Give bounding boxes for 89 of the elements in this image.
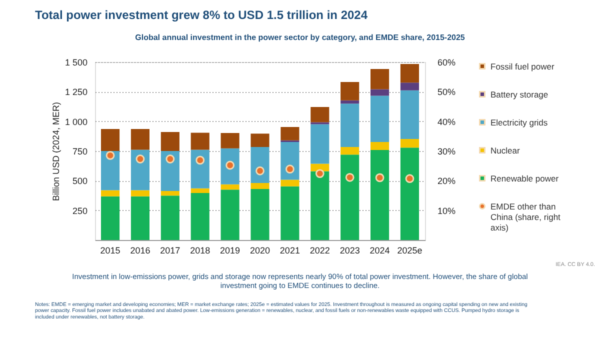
bar [370, 142, 390, 150]
bar [100, 190, 120, 196]
bar [370, 89, 390, 96]
point [256, 166, 264, 176]
bar [370, 96, 390, 142]
bar [190, 188, 210, 194]
y2-tick-label: 20% [438, 176, 456, 186]
bar [130, 190, 150, 196]
bar [340, 104, 360, 147]
x-tick-label: 2023 [340, 246, 360, 256]
x-tick-label: 2015 [100, 246, 120, 256]
bar [190, 150, 210, 188]
legend-label: EMDE other than China (share, right axis) [490, 201, 562, 232]
bar [400, 82, 420, 90]
bar [400, 139, 420, 148]
bar [250, 188, 270, 240]
x-tick-label: 2016 [130, 246, 150, 256]
chart-title: Total power investment grew 8% to USD 1.5 trillion in 2024 [35, 8, 368, 22]
bar [250, 146, 270, 184]
bar [250, 134, 270, 147]
point [196, 156, 205, 165]
bar [310, 106, 330, 122]
bar [190, 193, 210, 240]
x-tick-label: 2019 [220, 246, 240, 256]
bar [280, 186, 300, 240]
y-tick-label: 500 [72, 176, 88, 186]
y2-tick-label: 40% [438, 116, 456, 127]
y2-tick-label: 60% [438, 58, 456, 68]
x-tick-label: 2018 [190, 246, 210, 256]
legend-label: Renewable power [490, 173, 559, 184]
point [285, 164, 294, 174]
bar [340, 82, 360, 100]
bar [400, 64, 420, 83]
chart-subtitle: Global annual investment in the power sector by category, and EMDE share, 2015-2025 [135, 33, 466, 42]
point [345, 172, 354, 182]
bar [310, 124, 330, 164]
point [315, 169, 324, 178]
bar [190, 132, 210, 150]
bar [280, 127, 300, 140]
bar [160, 196, 180, 240]
legend-label: Nuclear [490, 145, 520, 156]
point [166, 154, 175, 164]
bar [100, 151, 120, 190]
bar [280, 180, 300, 186]
bar [400, 90, 420, 140]
bar [160, 151, 180, 191]
bar [130, 150, 150, 190]
bar [220, 190, 240, 240]
point [136, 154, 145, 164]
bar [310, 171, 330, 240]
x-tick-label: 2021 [280, 246, 300, 256]
bar [310, 164, 330, 172]
bar [340, 100, 360, 104]
bar [160, 132, 180, 151]
legend-label: Fossil fuel power [490, 61, 554, 72]
bar [340, 146, 360, 155]
y-tick-label: 1 250 [64, 87, 88, 98]
x-tick-label: 2024 [370, 246, 390, 256]
bar [130, 196, 150, 240]
bar [250, 183, 270, 189]
bar [370, 150, 390, 240]
bar [340, 154, 360, 240]
y2-tick-label: 50% [438, 87, 456, 98]
x-tick-label: 2025e [397, 246, 422, 256]
y-tick-label: 1 000 [64, 116, 88, 127]
y-tick-label: 250 [72, 206, 88, 216]
y-tick-label: 1 500 [64, 58, 88, 68]
point [405, 174, 414, 184]
y2-tick-label: 10% [438, 206, 456, 216]
bar [100, 196, 120, 240]
bar [100, 129, 120, 151]
point [375, 173, 384, 182]
bar [400, 148, 420, 240]
bar [160, 190, 180, 196]
bar [370, 69, 390, 90]
bar [220, 148, 240, 184]
y-tick-label: 750 [72, 146, 88, 156]
point [106, 151, 115, 160]
legend-label: Battery storage [490, 89, 548, 100]
bar [220, 132, 240, 148]
y2-tick-label: 30% [438, 146, 456, 156]
y-axis-title: Billion USD (2024, MER) [50, 102, 61, 202]
bar [280, 142, 300, 180]
x-tick-label: 2020 [250, 246, 270, 256]
bar [220, 184, 240, 190]
x-tick-label: 2017 [160, 246, 180, 256]
legend-label: Electricity grids [490, 117, 548, 128]
bar [130, 129, 150, 150]
x-tick-label: 2022 [310, 246, 330, 256]
